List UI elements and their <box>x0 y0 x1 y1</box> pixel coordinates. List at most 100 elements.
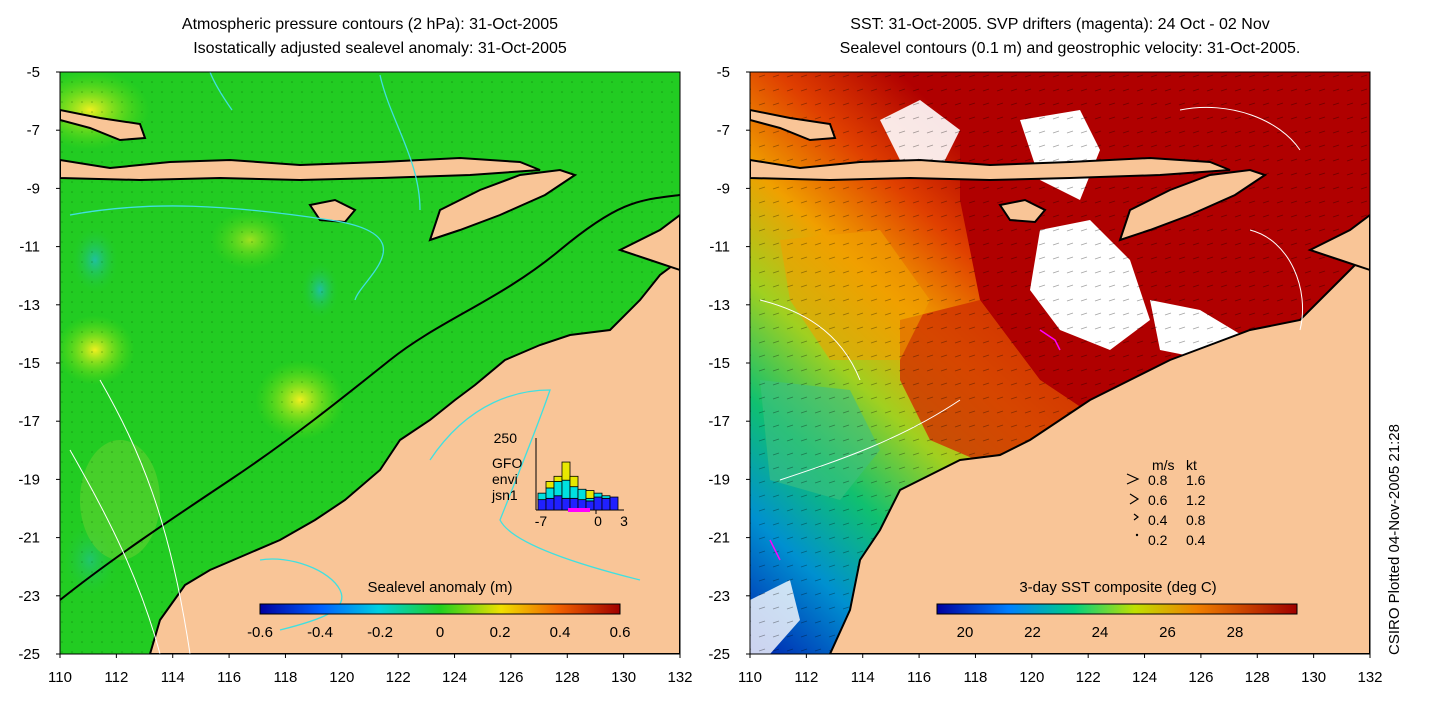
svp-drifter-track <box>769 539 781 561</box>
left-map-area <box>60 72 680 654</box>
right-y-tick-label: -23 <box>708 588 730 605</box>
velocity-legend-ms: 0.6 <box>1148 492 1168 508</box>
inset-legend-jsn1: jsn1 <box>491 487 518 503</box>
left-y-tick-label: -9 <box>27 180 40 197</box>
left-y-tick-label: -17 <box>18 413 40 430</box>
altimeter-histogram-inset <box>535 438 624 514</box>
sumba-island-right <box>998 198 1047 224</box>
right-colorbar-tick-label: 22 <box>1024 624 1041 641</box>
left-x-tick-label: 120 <box>329 669 354 686</box>
right-y-tick-label: -9 <box>717 180 730 197</box>
inset-x-label: 0 <box>594 513 602 529</box>
left-x-tick-label: 118 <box>273 669 297 686</box>
right-title-line1: SST: 31-Oct-2005. SVP drifters (magenta)… <box>850 16 1270 33</box>
left-x-tick-label: 132 <box>667 669 692 686</box>
left-colorbar-tick-label: 0.4 <box>550 624 571 641</box>
inset-magenta-marker <box>568 508 590 512</box>
right-x-tick-label: 120 <box>1019 669 1044 686</box>
inset-bar-jsn1 <box>553 495 563 511</box>
right-map-area <box>750 72 1370 654</box>
left-y-tick-label: -13 <box>18 297 40 314</box>
left-colorbar-tick-label: -0.4 <box>307 624 333 641</box>
flores-sea-coast-right <box>750 108 837 142</box>
papua-coast-left <box>617 213 680 272</box>
inset-bar-envi <box>569 486 579 499</box>
left-x-tick-label: 116 <box>217 669 241 686</box>
inset-bar-jsn1 <box>537 499 547 511</box>
right-x-tick-label: 122 <box>1076 669 1101 686</box>
left-title-line1: Atmospheric pressure contours (2 hPa): 3… <box>181 16 559 33</box>
right-x-tick-label: 128 <box>1245 669 1270 686</box>
timor-island-left <box>428 168 578 242</box>
left-x-tick-label: 128 <box>555 669 580 686</box>
inset-bar-gfo <box>553 475 563 482</box>
left-x-tick-label: 112 <box>104 669 128 686</box>
velocity-legend-kt: 0.8 <box>1186 512 1206 528</box>
velocity-legend-ms: 0.8 <box>1148 472 1168 488</box>
velocity-legend-kt: 1.2 <box>1186 492 1206 508</box>
left-y-tick-label: -15 <box>18 355 40 372</box>
left-y-tick-label: -19 <box>18 471 40 488</box>
inset-legend-envi: envi <box>492 471 518 487</box>
inset-bar-jsn1 <box>609 496 619 511</box>
right-x-tick-label: 116 <box>907 669 931 686</box>
right-x-tick-label: 114 <box>851 669 875 686</box>
left-colorbar-tick-label: 0.2 <box>490 624 511 641</box>
right-y-tick-label: -21 <box>708 530 730 547</box>
left-colorbar-title: Sealevel anomaly (m) <box>367 579 512 596</box>
left-x-tick-label: 130 <box>611 669 636 686</box>
left-colorbar-tick-label: -0.2 <box>367 624 393 641</box>
inset-bar-envi <box>545 487 555 499</box>
left-y-tick-label: -7 <box>27 122 40 139</box>
velocity-legend-ms: 0.2 <box>1148 532 1168 548</box>
right-y-tick-label: -7 <box>717 122 730 139</box>
left-y-tick-label: -11 <box>19 239 40 256</box>
inset-legend-GFO: GFO <box>492 455 522 471</box>
inset-bar-gfo <box>561 461 571 481</box>
inset-bar-envi <box>593 492 603 498</box>
inset-x-label: 3 <box>620 513 628 529</box>
left-x-tick-label: 114 <box>161 669 185 686</box>
inset-bar-jsn1 <box>601 497 611 511</box>
inset-bar-jsn1 <box>545 497 555 511</box>
right-colorbar-tick-label: 20 <box>957 624 974 641</box>
velocity-legend-header-ms: m/s <box>1152 457 1175 473</box>
right-x-tick-label: 130 <box>1301 669 1326 686</box>
right-y-tick-label: -13 <box>708 297 730 314</box>
right-x-tick-label: 110 <box>738 669 762 686</box>
right-x-tick-label: 124 <box>1132 669 1157 686</box>
right-x-tick-label: 118 <box>963 669 987 686</box>
left-colorbar-tick-label: -0.6 <box>247 624 273 641</box>
nusa-tenggara-islands-left <box>60 156 541 182</box>
svp-drifter-track <box>1039 329 1061 351</box>
left-x-tick-label: 110 <box>48 669 72 686</box>
plot-credit: CSIRO Plotted 04-Nov-2005 21:28 <box>1386 424 1403 655</box>
velocity-arrow-08 <box>1126 473 1140 485</box>
right-x-tick-label: 126 <box>1188 669 1213 686</box>
right-y-tick-label: -11 <box>709 239 730 256</box>
inset-bar-gfo <box>569 475 579 488</box>
inset-bar-envi <box>601 495 611 499</box>
left-x-tick-label: 126 <box>498 669 523 686</box>
timor-island-right <box>1118 168 1268 242</box>
right-x-tick-label: 112 <box>794 669 818 686</box>
right-colorbar-tick-label: 24 <box>1092 624 1109 641</box>
right-y-tick-label: -5 <box>717 64 730 81</box>
velocity-legend-kt: 0.4 <box>1186 532 1206 548</box>
inset-bar-gfo <box>585 490 595 499</box>
velocity-arrow-04 <box>1133 513 1139 521</box>
left-x-tick-label: 124 <box>442 669 467 686</box>
right-colorbar-tick-label: 26 <box>1159 624 1176 641</box>
nusa-tenggara-islands-right <box>750 156 1231 182</box>
inset-x-label: -7 <box>535 513 548 529</box>
papua-coast-right <box>1307 213 1370 272</box>
inset-bar-envi <box>577 488 587 501</box>
left-colorbar <box>259 603 621 615</box>
inset-bar-jsn1 <box>593 496 603 511</box>
right-y-tick-label: -17 <box>708 413 730 430</box>
flores-sea-coast-left <box>60 108 147 142</box>
inset-bar-envi <box>561 479 571 499</box>
left-title-line2: Isostatically adjusted sealevel anomaly:… <box>193 40 567 57</box>
inset-bar-gfo <box>545 481 555 489</box>
